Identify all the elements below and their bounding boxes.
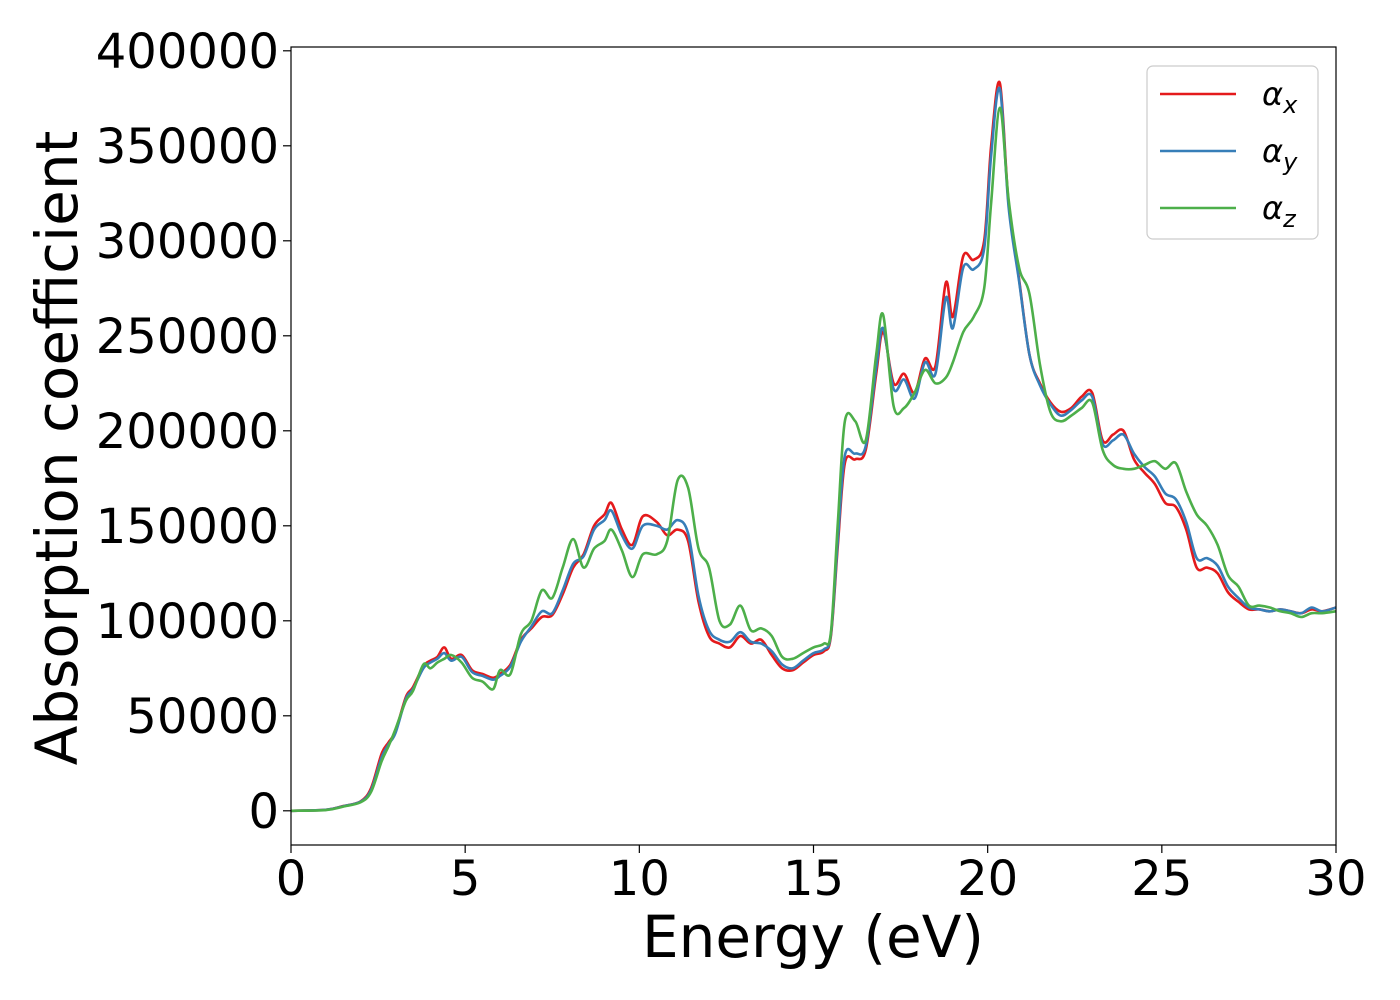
- y-tick-label: 50000: [126, 689, 279, 745]
- x-axis: 0 5 10 15 20 25 30: [276, 845, 1367, 907]
- x-tick-label: 5: [450, 851, 481, 907]
- y-tick-label: 250000: [96, 309, 279, 365]
- y-tick-label: 200000: [96, 404, 279, 460]
- y-tick-label: 100000: [96, 594, 279, 650]
- series-layer: [290, 80, 1337, 813]
- x-tick-label: 30: [1305, 851, 1366, 907]
- x-tick-label: 20: [957, 851, 1018, 907]
- y-axis: 0 50000 100000 150000 200000 250000 300000 3500…: [96, 24, 291, 840]
- y-tick-label: 400000: [96, 24, 279, 80]
- legend-box: [1146, 65, 1319, 240]
- x-tick-label: 15: [783, 851, 844, 907]
- y-tick-label: 0: [248, 784, 279, 840]
- x-tick-label: 25: [1131, 851, 1192, 907]
- x-tick-label: 0: [276, 851, 307, 907]
- x-axis-label: Energy (eV): [642, 903, 984, 971]
- y-tick-label: 300000: [96, 214, 279, 270]
- series-line-z: [290, 106, 1337, 813]
- y-tick-label: 150000: [96, 499, 279, 555]
- y-tick-label: 350000: [96, 119, 279, 175]
- y-axis-label: Absorption coefficient: [23, 131, 91, 766]
- x-tick-label: 10: [609, 851, 670, 907]
